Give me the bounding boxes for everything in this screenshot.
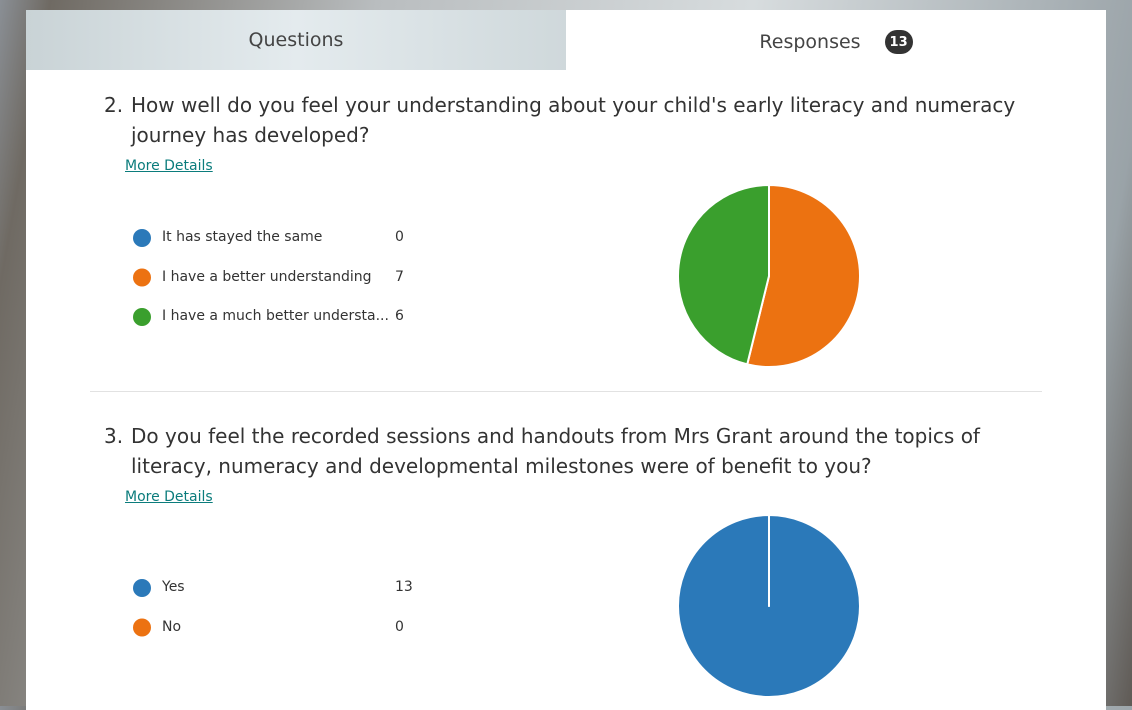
response-count-badge: 13 (884, 30, 913, 54)
legend-value: 0 (395, 229, 404, 245)
question-text: Do you feel the recorded sessions and ha… (131, 424, 980, 478)
charts (133, 184, 861, 698)
questions-tab[interactable]: Questions (26, 10, 566, 70)
question-number: 3. (104, 424, 124, 448)
question-text: How well do you feel your understanding … (131, 93, 1016, 147)
legend-swatch (133, 229, 151, 247)
legend-swatch (133, 618, 151, 637)
legend-value: 6 (395, 308, 404, 324)
legend-value: 7 (395, 268, 404, 285)
legend-label: I have a much better understa... (162, 308, 389, 324)
tab-label: Questions (248, 29, 344, 51)
forms-panel: Questions Responses 13 2. How well do you … (26, 10, 1106, 710)
question-number: 2. (104, 93, 124, 117)
responses-tab[interactable]: Responses 13 (566, 10, 1106, 74)
legend-swatch (133, 579, 151, 597)
more-details-link[interactable]: More Details (125, 158, 213, 174)
legend-swatch (133, 268, 151, 287)
tab-label: Responses (759, 31, 861, 53)
legend-value: 13 (395, 579, 413, 595)
more-details-link[interactable]: More Details (125, 489, 213, 505)
legend-label: I have a better understanding (162, 268, 372, 285)
legend-label: It has stayed the same (162, 229, 323, 245)
legend-label: Yes (162, 579, 185, 595)
pie-slice (677, 184, 770, 366)
pie-slice (746, 184, 861, 368)
legend-label: No (162, 618, 182, 635)
divider (90, 391, 1042, 392)
legend-value: 0 (395, 618, 404, 635)
legend-swatch (133, 308, 151, 326)
